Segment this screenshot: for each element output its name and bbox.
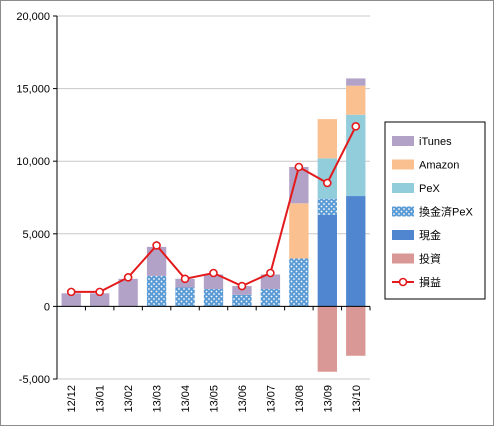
legend-label: PeX [419, 183, 440, 195]
profit-point [351, 122, 361, 131]
x-axis: 12/12 13/01 13/02 13/03 13/04 13/05 13/06 13/07… [56, 305, 371, 413]
profit-point [237, 281, 247, 291]
bar-換金済PeX [146, 275, 167, 307]
y-tick-label: 15,000 [16, 84, 50, 96]
profit-point [323, 178, 332, 188]
bar-Amazon [346, 85, 366, 115]
y-tick-label: 0 [44, 301, 50, 313]
x-tick-label: 12/12 [66, 385, 78, 413]
legend-label: Amazon [419, 160, 459, 172]
y-axis: -5,000 0 5,000 10,000 15,000 20,000 [16, 11, 58, 386]
legend-swatch [392, 183, 414, 193]
profit-point [66, 287, 76, 297]
x-tick-label: 13/04 [180, 385, 192, 413]
bar-換金済PeX [260, 288, 281, 307]
legend-label: iTunes [419, 136, 452, 148]
legend-label: 損益 [419, 275, 441, 289]
legend-label: 換金済PeX [419, 205, 473, 219]
x-tick-label: 13/08 [294, 385, 306, 413]
bar-換金済PeX [232, 294, 252, 307]
x-tick-label: 13/05 [209, 385, 221, 413]
legend-swatch [392, 230, 414, 240]
profit-point [123, 273, 133, 282]
bar-iTunes [203, 274, 224, 289]
x-tick-label: 13/06 [237, 385, 249, 413]
bar-iTunes [260, 274, 281, 289]
legend-label: 投資 [419, 252, 441, 266]
bar-iTunes [146, 246, 167, 276]
bar-現金 [317, 214, 337, 307]
bar-iTunes [90, 293, 110, 307]
y-tick-label: -5,000 [19, 374, 50, 386]
profit-point [180, 274, 190, 284]
bar-換金済PeX [175, 287, 195, 307]
bar-iTunes [232, 286, 252, 295]
x-tick-label: 13/01 [95, 385, 107, 413]
x-tick-label: 13/02 [123, 385, 135, 413]
x-tick-label: 13/03 [152, 385, 164, 413]
x-tick-label: 13/10 [351, 385, 363, 413]
y-tick-label: 20,000 [16, 11, 50, 23]
bar-iTunes [175, 278, 195, 288]
profit-point [95, 287, 104, 297]
bar-Amazon [289, 203, 309, 259]
profit-point [294, 162, 304, 172]
legend-swatch [392, 136, 414, 146]
x-tick-label: 13/09 [322, 385, 334, 413]
profit-line [66, 122, 361, 297]
bars [61, 78, 366, 372]
bar-換金済PeX [289, 258, 309, 307]
legend-swatch [392, 253, 414, 264]
bar-現金 [346, 196, 366, 307]
legend-label: 現金 [419, 228, 441, 242]
y-tick-label: 5,000 [22, 229, 50, 241]
x-tick-label: 13/07 [265, 385, 277, 413]
y-tick-label: 10,000 [16, 156, 50, 168]
bar-iTunes [289, 167, 309, 204]
profit-point [152, 241, 161, 250]
profit-point [209, 268, 218, 278]
profit-line-path [71, 125, 357, 293]
legend-swatch [392, 206, 414, 217]
legend-marker [398, 277, 408, 287]
bar-iTunes [346, 78, 366, 86]
profit-point [266, 268, 275, 278]
bar-投資 [317, 306, 337, 372]
bar-換金済PeX [203, 288, 224, 307]
bar-投資 [346, 306, 366, 356]
bar-PeX [317, 158, 337, 199]
bar-換金済PeX [317, 198, 337, 215]
bar-iTunes [61, 293, 81, 307]
bar-Amazon [317, 119, 337, 159]
bar-iTunes [118, 278, 138, 307]
legend-swatch [392, 159, 414, 170]
